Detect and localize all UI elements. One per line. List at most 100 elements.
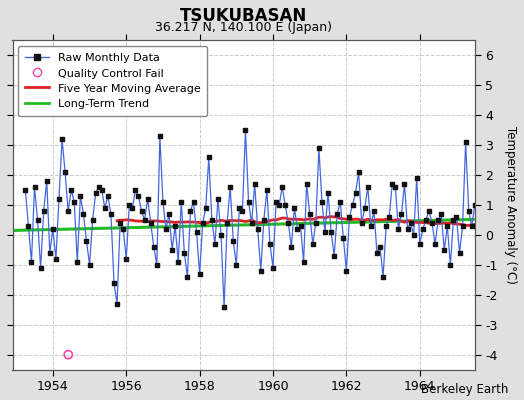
Point: [186, 208, 194, 214]
Point: [275, 202, 283, 208]
Point: [367, 223, 375, 229]
Point: [462, 139, 470, 145]
Point: [474, 220, 482, 226]
Point: [67, 187, 75, 193]
Point: [397, 211, 406, 217]
Point: [403, 226, 412, 232]
Point: [299, 259, 308, 265]
Point: [345, 214, 354, 220]
Point: [354, 169, 363, 175]
Point: [486, 289, 494, 295]
Point: [250, 181, 259, 187]
Point: [278, 184, 287, 190]
Point: [73, 259, 82, 265]
Point: [464, 208, 473, 214]
Point: [156, 133, 164, 139]
Point: [379, 274, 387, 280]
Point: [501, 217, 509, 223]
Point: [400, 181, 409, 187]
Point: [177, 199, 185, 205]
Point: [39, 208, 48, 214]
Point: [361, 205, 369, 211]
Point: [321, 229, 329, 235]
Point: [498, 220, 507, 226]
Legend: Raw Monthly Data, Quality Control Fail, Five Year Moving Average, Long-Term Tren: Raw Monthly Data, Quality Control Fail, …: [18, 46, 208, 116]
Point: [199, 220, 207, 226]
Point: [85, 262, 94, 268]
Point: [238, 208, 247, 214]
Point: [76, 193, 84, 199]
Point: [214, 196, 222, 202]
Point: [348, 202, 357, 208]
Point: [79, 211, 88, 217]
Point: [492, 166, 500, 172]
Point: [82, 238, 91, 244]
Point: [144, 196, 152, 202]
Point: [70, 199, 79, 205]
Point: [202, 205, 210, 211]
Point: [247, 220, 256, 226]
Point: [34, 217, 42, 223]
Point: [471, 202, 479, 208]
Point: [189, 199, 198, 205]
Point: [52, 256, 60, 262]
Point: [263, 187, 271, 193]
Point: [131, 187, 139, 193]
Point: [431, 241, 439, 247]
Point: [440, 247, 449, 253]
Point: [342, 268, 351, 274]
Point: [483, 220, 491, 226]
Point: [30, 184, 39, 190]
Point: [235, 205, 244, 211]
Point: [21, 187, 29, 193]
Point: [407, 220, 415, 226]
Point: [412, 175, 421, 181]
Point: [89, 217, 97, 223]
Point: [223, 220, 231, 226]
Point: [113, 300, 121, 307]
Point: [140, 217, 149, 223]
Point: [333, 211, 342, 217]
Point: [434, 217, 442, 223]
Point: [128, 205, 137, 211]
Point: [330, 253, 339, 259]
Point: [174, 259, 182, 265]
Point: [27, 259, 36, 265]
Point: [419, 226, 427, 232]
Point: [42, 178, 51, 184]
Point: [149, 244, 158, 250]
Point: [339, 235, 347, 241]
Point: [180, 250, 189, 256]
Point: [324, 190, 332, 196]
Y-axis label: Temperature Anomaly (°C): Temperature Anomaly (°C): [504, 126, 517, 284]
Point: [64, 352, 72, 358]
Point: [171, 223, 179, 229]
Point: [204, 154, 213, 160]
Point: [522, 232, 524, 238]
Point: [58, 136, 66, 142]
Point: [287, 244, 296, 250]
Point: [226, 184, 234, 190]
Point: [315, 145, 323, 151]
Point: [510, 250, 519, 256]
Point: [232, 262, 241, 268]
Point: [302, 181, 311, 187]
Point: [208, 217, 216, 223]
Point: [336, 199, 344, 205]
Point: [446, 262, 454, 268]
Point: [260, 217, 268, 223]
Point: [467, 223, 476, 229]
Point: [55, 196, 63, 202]
Point: [504, 229, 512, 235]
Point: [305, 211, 314, 217]
Point: [229, 238, 237, 244]
Text: Berkeley Earth: Berkeley Earth: [421, 383, 508, 396]
Point: [242, 127, 250, 133]
Point: [24, 223, 32, 229]
Point: [452, 214, 461, 220]
Point: [517, 226, 524, 232]
Point: [327, 229, 335, 235]
Point: [168, 247, 176, 253]
Point: [107, 211, 115, 217]
Point: [94, 184, 103, 190]
